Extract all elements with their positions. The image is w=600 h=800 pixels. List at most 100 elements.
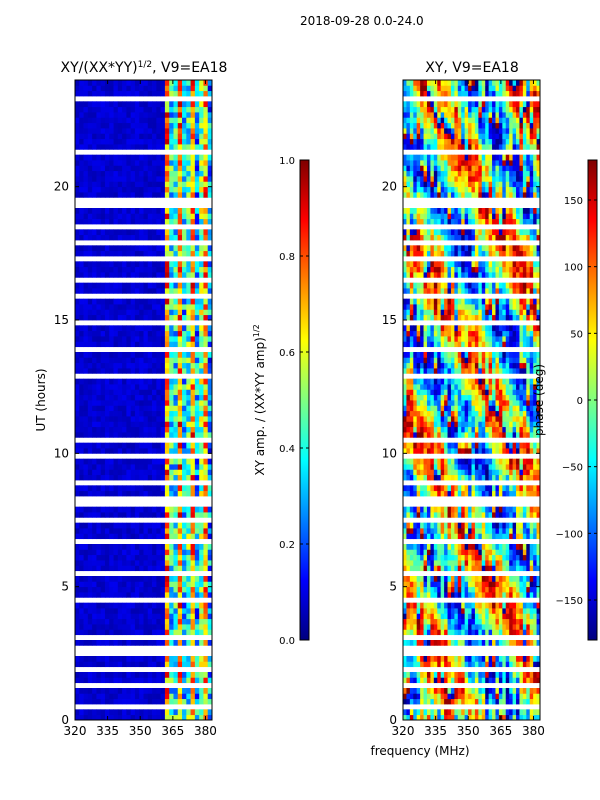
heatmap-cell xyxy=(416,458,421,465)
heatmap-cell xyxy=(207,544,213,550)
heatmap-cell xyxy=(186,464,191,470)
heatmap-cell xyxy=(113,688,119,694)
heatmap-cell xyxy=(485,512,490,518)
heatmap-cell xyxy=(529,544,534,550)
heatmap-cell xyxy=(147,432,153,438)
heatmap-cell xyxy=(177,394,183,401)
heatmap-cell xyxy=(522,677,527,684)
heatmap-cell xyxy=(160,485,166,492)
heatmap-cell xyxy=(147,384,153,390)
heatmap-cell xyxy=(122,378,127,385)
heatmap-cell xyxy=(134,656,140,662)
heatmap-cell xyxy=(420,592,424,598)
heatmap-cell xyxy=(113,170,119,177)
heatmap-cell xyxy=(87,378,93,385)
heatmap-cell xyxy=(533,405,537,412)
heatmap-cell xyxy=(177,341,183,348)
heatmap-cell xyxy=(109,128,114,134)
heatmap-cell xyxy=(156,144,162,150)
heatmap-cell xyxy=(109,304,114,310)
heatmap-cell xyxy=(104,122,110,129)
heatmap-cell xyxy=(87,448,93,454)
heatmap-cell xyxy=(437,474,442,481)
heatmap-cell xyxy=(100,624,106,630)
heatmap-cell xyxy=(156,170,162,177)
heatmap-cell xyxy=(160,90,166,97)
heatmap-cell xyxy=(177,421,183,428)
heatmap-cell xyxy=(420,581,424,588)
heatmap-cell xyxy=(203,117,209,124)
heatmap-cell xyxy=(109,586,114,593)
heatmap-cell xyxy=(152,341,157,348)
heatmap-cell xyxy=(488,688,493,694)
heatmap-cell xyxy=(104,144,110,150)
heatmap-cell xyxy=(117,192,123,198)
heatmap-cell xyxy=(79,394,84,401)
heatmap-cell xyxy=(478,560,483,566)
heatmap-cell xyxy=(207,549,213,556)
heatmap-cell xyxy=(403,528,407,534)
heatmap-cell xyxy=(536,448,541,454)
heatmap-cell xyxy=(481,714,486,721)
heatmap-cell xyxy=(471,640,476,646)
heatmap-cell xyxy=(177,282,183,289)
heatmap-cell xyxy=(526,560,531,566)
heatmap-cell xyxy=(122,533,127,540)
heatmap-cell xyxy=(152,362,157,369)
heatmap-cell xyxy=(152,565,157,572)
heatmap-cell xyxy=(75,554,80,561)
heatmap-cell xyxy=(203,85,209,92)
heatmap-cell xyxy=(461,533,466,540)
heatmap-cell xyxy=(450,709,455,716)
heatmap-cell xyxy=(139,170,144,177)
heatmap-cell xyxy=(92,336,97,342)
heatmap-cell xyxy=(164,288,170,294)
heatmap-cell xyxy=(92,314,97,321)
heatmap-cell xyxy=(502,554,507,561)
heatmap-cell xyxy=(87,352,93,358)
heatmap-cell xyxy=(416,432,421,438)
heatmap-cell xyxy=(130,469,136,476)
heatmap-cell xyxy=(186,629,191,636)
heatmap-cell xyxy=(177,330,183,337)
heatmap-cell xyxy=(433,421,438,428)
heatmap-cell xyxy=(156,133,162,140)
heatmap-cell xyxy=(152,80,157,86)
heatmap-cell xyxy=(468,554,472,561)
heatmap-cell xyxy=(529,624,534,630)
heatmap-cell xyxy=(169,544,174,550)
heatmap-cell xyxy=(100,325,106,332)
heatmap-cell xyxy=(147,410,153,417)
heatmap-cell xyxy=(143,341,149,348)
heatmap-cell xyxy=(502,672,507,678)
heatmap-cell xyxy=(134,272,140,278)
heatmap-cell xyxy=(529,448,534,454)
heatmap-cell xyxy=(113,165,119,172)
heatmap-cell xyxy=(505,629,510,636)
heatmap-cell xyxy=(113,608,119,614)
heatmap-cell xyxy=(516,576,520,582)
heatmap-cell xyxy=(87,602,93,609)
heatmap-cell xyxy=(194,576,200,582)
heatmap-cell xyxy=(416,661,421,668)
heatmap-cell xyxy=(529,714,534,721)
heatmap-cell xyxy=(190,106,196,113)
heatmap-cell xyxy=(156,261,162,268)
heatmap-cell xyxy=(152,464,157,470)
heatmap-cell xyxy=(169,213,174,220)
heatmap-cell xyxy=(437,528,442,534)
heatmap-cell xyxy=(139,144,144,150)
heatmap-cell xyxy=(464,554,469,561)
heatmap-cell xyxy=(433,624,438,630)
heatmap-cell xyxy=(488,389,493,396)
heatmap-cell xyxy=(464,544,469,550)
heatmap-cell xyxy=(83,341,89,348)
heatmap-cell xyxy=(173,522,179,529)
heatmap-cell xyxy=(169,362,174,369)
heatmap-cell xyxy=(186,688,191,694)
heatmap-cell xyxy=(516,389,520,396)
heatmap-cell xyxy=(169,613,174,620)
heatmap-cell xyxy=(464,656,469,662)
heatmap-cell xyxy=(134,112,140,118)
heatmap-cell xyxy=(403,554,407,561)
